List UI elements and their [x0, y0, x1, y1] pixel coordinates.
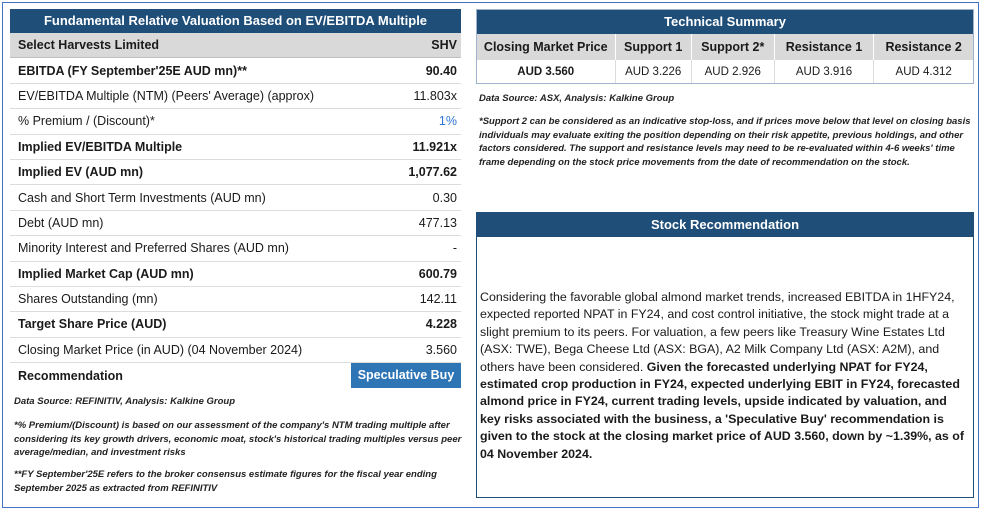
recommendation-title: Stock Recommendation — [477, 213, 973, 237]
row-label: EBITDA (FY September'25E AUD mn)** — [18, 63, 247, 78]
row-value: - — [452, 241, 457, 256]
table-row: Debt (AUD mn) 477.13 — [10, 211, 461, 237]
table-row: EBITDA (FY September'25E AUD mn)** 90.40 — [10, 58, 461, 84]
recommendation-text-plain: Considering the favorable global almond … — [480, 290, 955, 374]
valuation-title: Fundamental Relative Valuation Based on … — [10, 9, 461, 33]
row-label: Implied Market Cap (AUD mn) — [18, 266, 194, 281]
row-label: Target Share Price (AUD) — [18, 317, 167, 332]
technical-title: Technical Summary — [477, 10, 973, 34]
row-value: 4.228 — [425, 317, 457, 332]
row-value: 0.30 — [432, 190, 457, 205]
table-row: Cash and Short Term Investments (AUD mn)… — [10, 185, 461, 211]
value-support-2: AUD 2.926 — [691, 60, 775, 83]
row-label: Implied EV (AUD mn) — [18, 165, 144, 180]
value-closing-price: AUD 3.560 — [477, 60, 616, 83]
row-value: 90.40 — [425, 63, 457, 78]
technical-value-row: AUD 3.560 AUD 3.226 AUD 2.926 AUD 3.916 … — [477, 60, 973, 83]
table-row: Minority Interest and Preferred Shares (… — [10, 236, 461, 262]
technical-header-row: Closing Market Price Support 1 Support 2… — [477, 34, 973, 60]
row-value: 142.11 — [419, 292, 457, 307]
header-closing-price: Closing Market Price — [477, 34, 616, 60]
row-label: EV/EBITDA Multiple (NTM) (Peers' Average… — [18, 88, 314, 103]
valuation-company-row: Select Harvests Limited SHV — [10, 33, 461, 59]
row-label: Implied EV/EBITDA Multiple — [18, 139, 183, 154]
table-row: % Premium / (Discount)* 1% — [10, 109, 461, 135]
row-value: 1% — [438, 114, 457, 129]
row-label: Minority Interest and Preferred Shares (… — [18, 241, 289, 256]
row-label: Cash and Short Term Investments (AUD mn) — [18, 190, 266, 205]
row-value: 477.13 — [418, 215, 457, 230]
recommendation-badge: Speculative Buy — [351, 363, 461, 389]
row-value: 11.921x — [412, 139, 458, 154]
row-value: 11.803x — [413, 88, 457, 103]
row-value: 3.560 — [425, 342, 457, 357]
value-support-1: AUD 3.226 — [615, 60, 692, 83]
table-row: Closing Market Price (in AUD) (04 Novemb… — [10, 338, 461, 364]
valuation-table: Fundamental Relative Valuation Based on … — [10, 9, 461, 389]
row-label: Debt (AUD mn) — [18, 215, 104, 230]
valuation-source: Data Source: REFINITIV, Analysis: Kalkin… — [14, 396, 236, 407]
stock-recommendation-panel: Stock Recommendation Considering the fav… — [476, 212, 974, 498]
row-value: 600.79 — [418, 266, 457, 281]
technical-summary-table: Technical Summary Closing Market Price S… — [476, 9, 974, 84]
row-label: % Premium / (Discount)* — [18, 114, 155, 129]
technical-source: Data Source: ASX, Analysis: Kalkine Grou… — [479, 93, 675, 104]
technical-note: *Support 2 can be considered as an indic… — [479, 116, 971, 168]
row-label: Closing Market Price (in AUD) (04 Novemb… — [18, 342, 303, 357]
table-row: Shares Outstanding (mn) 142.11 — [10, 287, 461, 313]
value-resistance-2: AUD 4.312 — [895, 65, 952, 78]
header-resistance-2: Resistance 2 — [873, 34, 973, 60]
row-value: 1,077.62 — [408, 165, 457, 180]
company-name: Select Harvests Limited — [18, 38, 160, 53]
recommendation-label: Recommendation — [18, 368, 123, 383]
recommendation-row: Recommendation Speculative Buy — [10, 363, 461, 389]
table-row: Implied Market Cap (AUD mn) 600.79 — [10, 262, 461, 287]
value-resistance-1: AUD 3.916 — [774, 60, 875, 83]
header-support-2: Support 2* — [691, 34, 775, 60]
table-row: EV/EBITDA Multiple (NTM) (Peers' Average… — [10, 84, 461, 110]
technical-grid: Closing Market Price Support 1 Support 2… — [477, 34, 973, 83]
recommendation-text: Considering the favorable global almond … — [480, 289, 970, 463]
company-ticker: SHV — [431, 38, 457, 53]
header-resistance-1: Resistance 1 — [774, 34, 875, 60]
recommendation-text-bold: Given the forecasted underlying NPAT for… — [480, 359, 964, 461]
table-row: Implied EV (AUD mn) 1,077.62 — [10, 160, 461, 186]
row-label: Shares Outstanding (mn) — [18, 292, 158, 307]
valuation-note-2: **FY September'25E refers to the broker … — [14, 469, 437, 494]
table-row: Implied EV/EBITDA Multiple 11.921x — [10, 135, 461, 160]
table-row: Target Share Price (AUD) 4.228 — [10, 312, 461, 338]
valuation-note-1: *% Premium/(Discount) is based on our as… — [14, 420, 462, 458]
header-support-1: Support 1 — [615, 34, 692, 60]
